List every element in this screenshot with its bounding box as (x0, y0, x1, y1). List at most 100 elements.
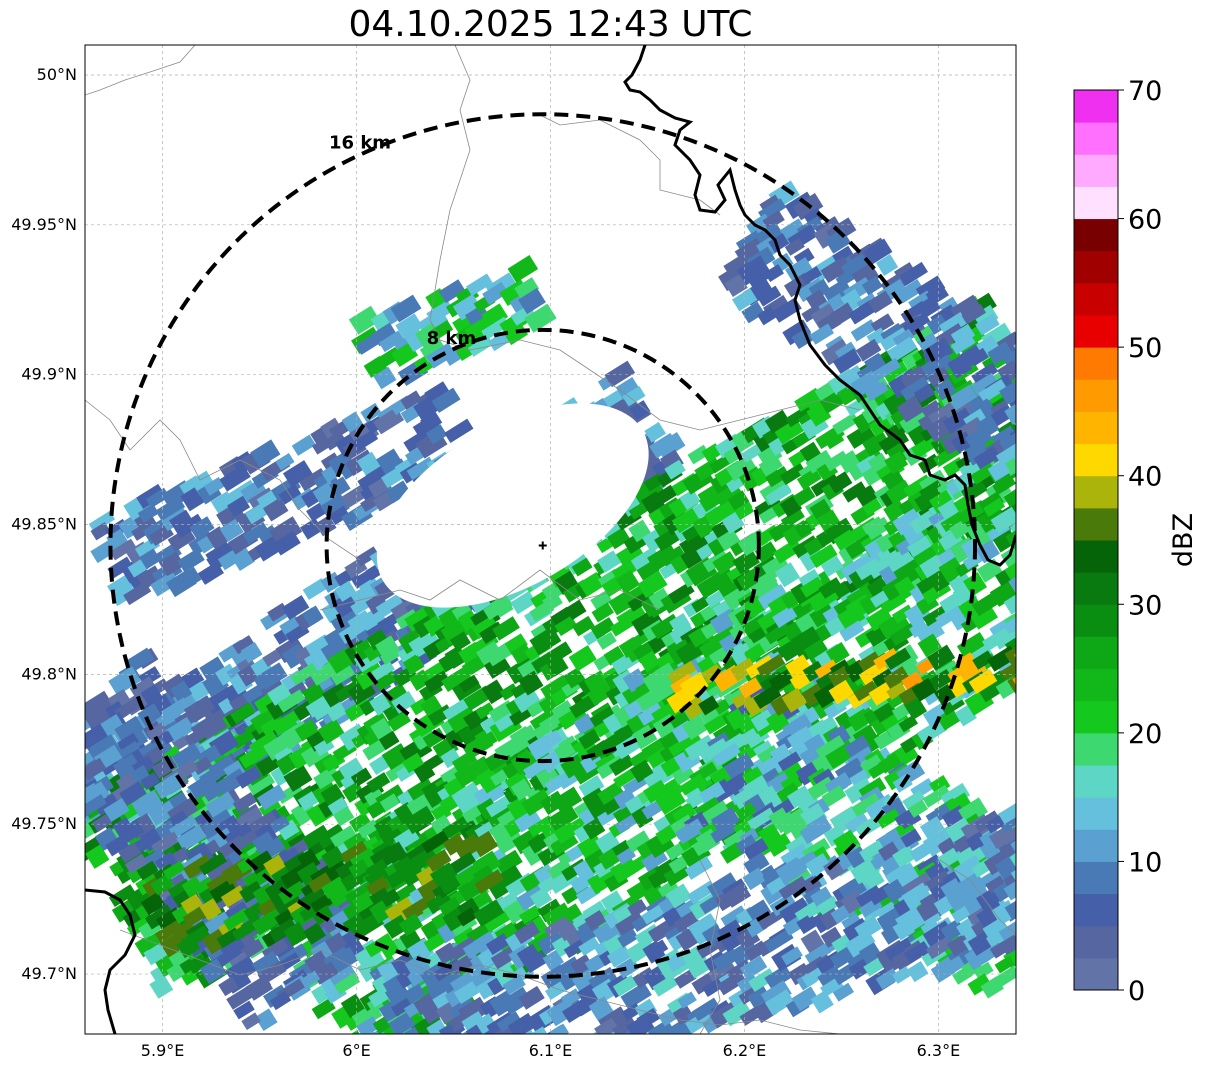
echo-cell (451, 601, 473, 621)
echo-cell (85, 782, 102, 809)
echo-cell (431, 387, 461, 413)
echo-cell (810, 472, 840, 497)
echo-cell (560, 988, 582, 1008)
echo-cell (546, 998, 578, 1027)
echo-cell (365, 858, 392, 885)
echo-cell (368, 986, 391, 1008)
echo-cell (855, 484, 879, 507)
echo-cell (682, 714, 709, 740)
range-ring (324, 327, 761, 764)
echo-cell (474, 869, 505, 894)
echo-cell (667, 660, 697, 685)
echo-cell (1030, 451, 1062, 480)
echo-cell (218, 976, 239, 997)
echo-cell (684, 856, 713, 880)
echo-cell (444, 418, 474, 444)
echo-cell (863, 956, 886, 977)
echo-cell (1036, 830, 1061, 851)
echo-cell (483, 909, 511, 933)
colorbar-segment (1074, 765, 1118, 798)
lat-tick-label: 49.75°N (11, 814, 77, 833)
echo-cell (90, 522, 111, 541)
echo-cell (325, 701, 348, 722)
echo-cell (900, 828, 922, 848)
echo-cell (679, 671, 709, 699)
echo-cell (263, 854, 288, 878)
echo-cell (1042, 598, 1066, 622)
echo-cell (914, 486, 944, 512)
echo-cell (540, 674, 570, 700)
echo-cell (334, 972, 361, 995)
echo-cell (378, 730, 400, 751)
echo-cell (140, 892, 166, 916)
echo-cell (901, 670, 925, 693)
echo-cell (967, 973, 992, 996)
echo-cell (500, 986, 532, 1015)
echo-cell (663, 861, 692, 887)
echo-cell (549, 831, 579, 857)
echo-cell (376, 448, 404, 475)
echo-cell (786, 725, 815, 752)
echo-cell (809, 323, 835, 345)
echo-cell (1005, 525, 1016, 548)
echo-cell (587, 681, 614, 706)
echo-cell (203, 476, 225, 496)
echo-cell (766, 876, 787, 895)
echo-cell (470, 830, 499, 858)
echo-cell (232, 792, 257, 813)
colorbar-segment (1074, 572, 1118, 605)
echo-cell (240, 641, 263, 664)
thin-boundary-line (319, 569, 661, 611)
echo-cell (1017, 890, 1048, 918)
echo-cell (1019, 354, 1051, 382)
echo-cell (181, 925, 211, 950)
echo-cell (958, 797, 988, 825)
echo-cell (362, 1026, 391, 1034)
echo-cell (922, 341, 951, 366)
echo-cell (510, 643, 533, 665)
echo-cell (634, 998, 658, 1021)
colorbar-segment (1074, 347, 1118, 380)
echo-cell (1028, 905, 1057, 931)
echo-cell (269, 991, 292, 1011)
echo-cell (832, 412, 860, 435)
echo-cell (395, 313, 424, 340)
echo-cell (741, 301, 765, 324)
echo-cell (994, 955, 1015, 974)
echo-cell (818, 577, 843, 599)
echo-cell (861, 430, 891, 457)
echo-cell (226, 986, 254, 1010)
echo-cell (785, 257, 815, 285)
echo-cell (571, 615, 595, 637)
thin-boundary-line (119, 929, 841, 1034)
echo-cell (743, 642, 767, 663)
echo-cell (290, 662, 319, 686)
echo-cell (926, 314, 949, 335)
echo-cell (457, 720, 488, 748)
echo-cell (906, 535, 934, 560)
echo-cell (269, 516, 303, 547)
echo-cell (712, 743, 741, 767)
echo-cell (563, 667, 586, 689)
echo-cell (311, 700, 335, 721)
echo-cell (191, 756, 213, 776)
echo-cell (145, 487, 170, 509)
lon-tick-label: 6.3°E (917, 1041, 961, 1060)
echo-cell (589, 706, 617, 731)
echo-cell (825, 641, 850, 666)
echo-cell (997, 808, 1016, 835)
echo-cell (743, 852, 770, 876)
echo-cell (699, 781, 726, 805)
echo-cell (94, 793, 120, 816)
echo-cell (572, 1041, 594, 1063)
echo-cell (513, 687, 541, 713)
echo-cell (955, 652, 978, 674)
echo-cell (785, 404, 814, 428)
echo-cell (963, 572, 988, 597)
echo-cell (976, 505, 1007, 534)
echo-cell (366, 876, 391, 898)
echo-cell (571, 557, 593, 577)
echo-cell (108, 884, 137, 907)
echo-cell (469, 1034, 489, 1052)
echo-cell (855, 338, 882, 362)
